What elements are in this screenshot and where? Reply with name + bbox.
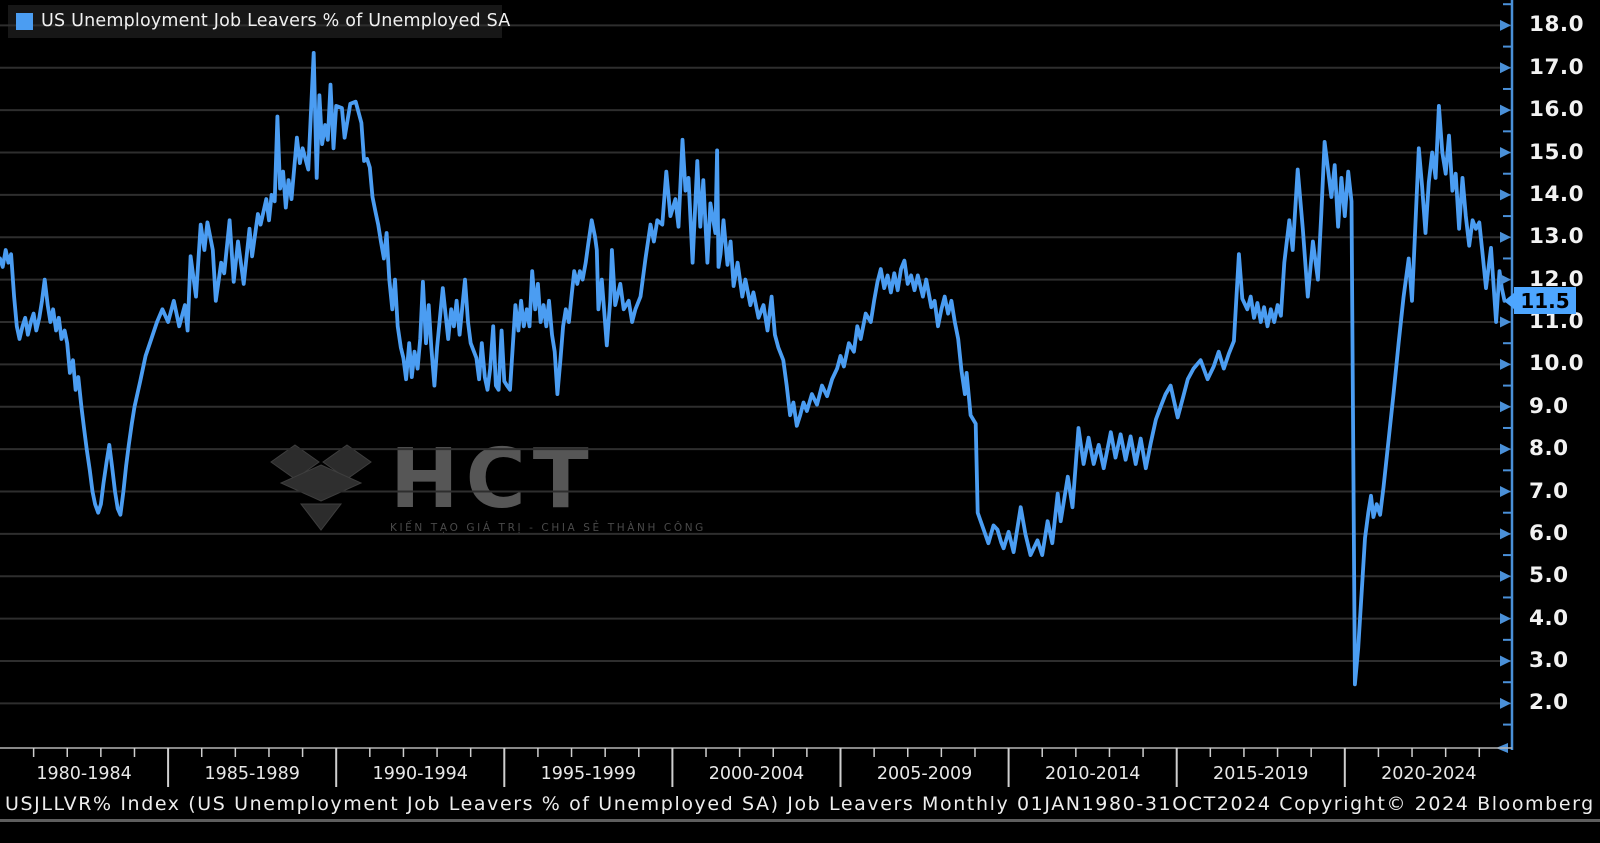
y-axis-tick-label: 7.0 [1529, 478, 1569, 504]
legend-box [8, 5, 502, 38]
y-axis-tick-label: 8.0 [1529, 436, 1569, 462]
y-axis-tick-label: 17.0 [1529, 54, 1585, 80]
y-axis-tick-label: 14.0 [1529, 181, 1585, 207]
y-axis-tick-label: 15.0 [1529, 139, 1585, 165]
y-axis-tick-label: 9.0 [1529, 393, 1569, 419]
x-axis-tick-label: 2005-2009 [876, 764, 973, 784]
footer-divider [0, 819, 1600, 822]
y-axis-tick-label: 13.0 [1529, 224, 1585, 250]
y-axis-tick-label: 10.0 [1529, 351, 1585, 377]
y-major-tick-arrow-icon [1500, 528, 1511, 540]
x-axis-tick-label: 2000-2004 [708, 764, 805, 784]
y-axis-tick-label: 5.0 [1529, 563, 1569, 589]
series-line-us-unemployment-job-leavers [0, 51, 1507, 687]
y-major-tick-arrow-icon [1500, 401, 1511, 413]
y-major-tick-arrow-icon [1500, 358, 1511, 370]
y-major-tick-arrow-icon [1500, 231, 1511, 243]
watermark: HCT KIẾN TẠO GIÁ TRỊ - CHIA SẺ THÀNH CÔN… [270, 432, 706, 536]
y-major-tick-arrow-icon [1500, 443, 1511, 455]
y-major-tick-arrow-icon [1500, 570, 1511, 582]
y-major-tick-arrow-icon [1500, 19, 1511, 31]
y-axis-tick-label: 16.0 [1529, 97, 1585, 123]
y-major-tick-arrow-icon [1500, 613, 1511, 625]
y-major-tick-arrow-icon [1500, 486, 1511, 498]
y-major-tick-arrow-icon [1500, 62, 1511, 74]
x-axis-tick-label: 1995-1999 [540, 764, 637, 784]
x-axis-tick-label: 1985-1989 [204, 764, 300, 784]
x-axis-tick-label: 1990-1994 [372, 764, 468, 784]
y-axis-tick-label: 6.0 [1529, 520, 1569, 546]
y-major-tick-arrow-icon [1500, 274, 1511, 286]
x-axis-tick-label: 2020-2024 [1381, 764, 1477, 784]
watermark-subtitle: KIẾN TẠO GIÁ TRỊ - CHIA SẺ THÀNH CÔNG [390, 522, 706, 534]
y-major-tick-arrow-icon [1500, 655, 1511, 667]
y-major-tick-arrow-icon [1500, 189, 1511, 201]
watermark-title: HCT [390, 432, 596, 527]
x-axis-tick-label: 1980-1984 [36, 764, 132, 784]
y-major-tick-arrow-icon [1500, 104, 1511, 116]
last-value-text: 11.5 [1520, 288, 1570, 313]
footer-status-bar: USJLLVR% Index (US Unemployment Job Leav… [0, 790, 1600, 818]
footer-text: USJLLVR% Index (US Unemployment Job Leav… [5, 793, 1600, 815]
y-axis-tick-label: 4.0 [1529, 605, 1569, 631]
x-axis-tick-label: 2015-2019 [1213, 764, 1309, 784]
y-axis-tick-label: 18.0 [1529, 12, 1585, 38]
y-major-tick-arrow-icon [1500, 316, 1511, 328]
y-axis-tick-label: 3.0 [1529, 648, 1569, 674]
y-major-tick-arrow-icon [1500, 147, 1511, 159]
legend-color-chip [16, 12, 33, 30]
x-axis-tick-label: 2010-2014 [1044, 764, 1141, 784]
y-axis-tick-label: 2.0 [1529, 690, 1569, 716]
last-value-badge: 11.5 [1514, 287, 1576, 315]
legend-item[interactable]: US Unemployment Job Leavers % of Unemplo… [16, 11, 510, 31]
legend-label: US Unemployment Job Leavers % of Unemplo… [41, 11, 511, 31]
y-major-tick-arrow-icon [1500, 697, 1511, 709]
